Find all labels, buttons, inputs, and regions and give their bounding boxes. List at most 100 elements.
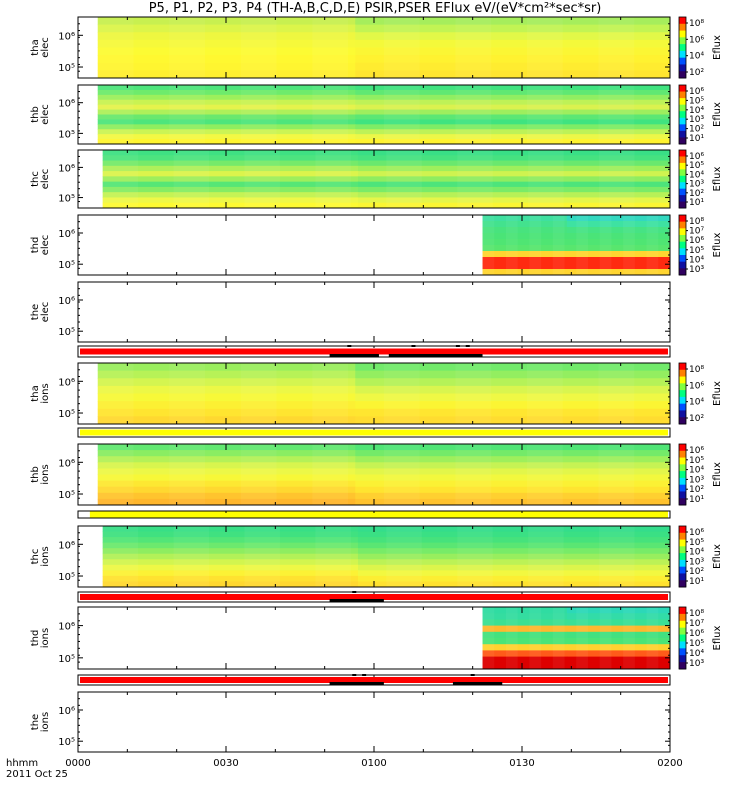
heat-cell xyxy=(102,537,359,544)
y-label-probe: thc xyxy=(30,171,41,187)
colorbar-segment xyxy=(679,169,686,177)
heat-cell xyxy=(482,607,568,614)
y-label-probe: the xyxy=(30,714,41,730)
colorbar-tick-label: 10⁴ xyxy=(689,106,704,116)
colorbar-segment xyxy=(679,390,686,398)
colorbar-segment xyxy=(679,471,686,479)
heat-cell xyxy=(102,581,359,588)
heat-cell xyxy=(355,385,670,394)
heat-texture xyxy=(505,607,518,669)
colorbar-tick-label: 10¹ xyxy=(689,495,704,505)
heat-cell xyxy=(97,47,356,56)
heat-cell xyxy=(97,492,356,500)
heat-cell xyxy=(355,124,670,130)
colorbar-segment xyxy=(679,50,686,59)
colorbar-segment xyxy=(679,655,686,663)
heat-cell xyxy=(355,70,670,79)
heat-cell xyxy=(482,269,568,276)
colorbar-segment xyxy=(679,215,686,223)
flag-tick-mark xyxy=(455,345,460,347)
colorbar-segment xyxy=(679,417,686,425)
colorbar-tick-label: 10⁶ xyxy=(689,528,704,538)
heat-texture xyxy=(240,17,277,78)
heat-cell xyxy=(355,401,670,410)
colorbar-segment xyxy=(679,559,686,568)
colorbar-tick-label: 10¹ xyxy=(689,577,704,587)
heat-cell xyxy=(97,444,356,451)
y-tick-label: 10⁶ xyxy=(58,458,75,469)
colorbar-segment xyxy=(679,444,686,452)
heat-cell xyxy=(482,251,568,258)
colorbar-segment xyxy=(679,648,686,656)
colorbar-segment xyxy=(679,156,686,164)
heat-cell xyxy=(97,85,356,91)
heat-cell xyxy=(102,575,359,582)
heat-cell xyxy=(102,559,359,566)
heat-cell xyxy=(355,47,670,56)
colorbar-segment xyxy=(679,532,686,541)
heat-cell xyxy=(355,104,670,111)
y-tick-label: 10⁶ xyxy=(58,163,75,174)
colorbar-tick-label: 10⁸ xyxy=(689,609,704,619)
heat-cell xyxy=(566,227,670,234)
y-tick-label: 10⁶ xyxy=(58,540,75,551)
heat-cell xyxy=(566,625,670,633)
heat-cell xyxy=(357,197,670,204)
heat-cell xyxy=(566,619,670,627)
heat-cell xyxy=(357,542,670,549)
y-tick-label: 10⁵ xyxy=(58,737,75,748)
heat-cell xyxy=(97,134,356,140)
heat-cell xyxy=(357,171,670,177)
heat-cell xyxy=(102,553,359,560)
colorbar-segment xyxy=(679,111,686,119)
y-label-species: elec xyxy=(40,169,51,190)
heat-cell xyxy=(482,656,568,664)
colorbar-segment xyxy=(679,182,686,190)
heat-texture xyxy=(97,85,134,144)
colorbar-segment xyxy=(679,410,686,418)
heat-cell xyxy=(97,468,356,475)
heat-texture xyxy=(528,150,564,208)
colorbar-tick-label: 10⁶ xyxy=(689,35,704,45)
y-tick-label: 10⁶ xyxy=(58,622,75,633)
heat-texture xyxy=(244,526,280,587)
panel-bar-d xyxy=(77,591,671,603)
colorbar-segment xyxy=(679,450,686,459)
heat-cell xyxy=(566,263,670,270)
heat-cell xyxy=(97,370,356,379)
heat-cell xyxy=(357,559,670,566)
colorbar-label: Eflux xyxy=(712,544,723,569)
heat-texture xyxy=(457,150,493,208)
heat-cell xyxy=(566,613,670,620)
y-tick-label: 10⁵ xyxy=(58,194,75,205)
heat-cell xyxy=(482,215,568,222)
y-axis-label: thc ions xyxy=(30,546,51,566)
heat-texture xyxy=(482,607,495,669)
heat-cell xyxy=(355,109,670,115)
heat-cell xyxy=(482,619,568,627)
colorbar-tick-label: 10⁶ xyxy=(689,152,704,162)
heat-cell xyxy=(97,114,356,120)
colorbar-tick-label: 10² xyxy=(689,125,704,135)
flag-segment xyxy=(80,429,668,436)
heat-cell xyxy=(355,17,670,26)
heat-cell xyxy=(566,607,670,614)
y-label-species: ions xyxy=(40,712,51,732)
colorbar-tick-label: 10⁵ xyxy=(689,456,704,466)
x-axis-row-label: hhmm xyxy=(6,758,38,769)
heat-texture xyxy=(598,363,635,424)
heat-cell xyxy=(357,150,670,156)
colorbar-segment xyxy=(679,175,686,183)
heat-texture xyxy=(97,363,134,424)
y-axis-label: thd ions xyxy=(30,628,51,648)
colorbar-tick-label: 10⁴ xyxy=(689,255,704,265)
heat-texture xyxy=(169,85,206,144)
colorbar-tick-label: 10⁶ xyxy=(689,381,704,391)
heat-cell xyxy=(355,370,670,379)
y-label-species: ions xyxy=(40,628,51,648)
heat-cell xyxy=(102,202,359,209)
heat-cell xyxy=(355,450,670,457)
heat-cell xyxy=(102,165,359,172)
